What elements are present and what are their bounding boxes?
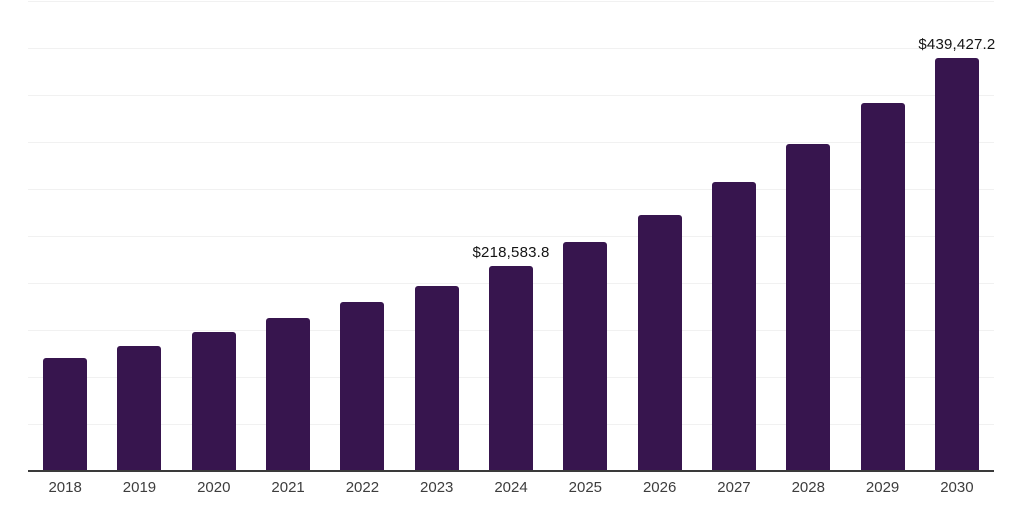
x-tick-2018: 2018 xyxy=(48,479,82,496)
bar-column-2024: $218,583.8 xyxy=(472,1,550,471)
bar-column-2021 xyxy=(251,1,325,471)
gridline xyxy=(28,189,994,190)
bar-2021 xyxy=(266,317,311,471)
bar-2020 xyxy=(191,331,236,471)
bars-row: $218,583.8 $439,427.2 xyxy=(28,1,996,471)
gridline xyxy=(28,95,994,96)
bar-column-2018 xyxy=(28,1,102,471)
x-tick-2020: 2020 xyxy=(197,479,231,496)
bar-2022 xyxy=(340,302,385,471)
bar-2024 xyxy=(489,265,534,471)
x-tick-2025: 2025 xyxy=(568,479,603,496)
x-tick-2019: 2019 xyxy=(122,479,157,496)
bar-column-2026 xyxy=(623,1,697,471)
bar-2018 xyxy=(43,358,88,471)
gridline xyxy=(28,1,994,2)
bar-2029 xyxy=(860,103,905,471)
bar-2019 xyxy=(117,345,162,471)
bar-column-2023 xyxy=(400,1,474,471)
gridline xyxy=(28,48,994,49)
x-tick-2028: 2028 xyxy=(791,479,825,496)
x-axis-tick-labels: 2018 2019 2020 2021 2022 2023 2024 2025 2026 2027… xyxy=(28,479,994,496)
x-tick-2030: 2030 xyxy=(940,479,974,496)
x-tick-2021: 2021 xyxy=(271,479,305,496)
plot-area: $218,583.8 $439,427.2 xyxy=(28,1,996,472)
bar-2023 xyxy=(414,286,459,471)
bar-2026 xyxy=(637,215,682,471)
bar-2025 xyxy=(563,242,608,471)
bar-2027 xyxy=(711,182,756,471)
x-tick-2029: 2029 xyxy=(865,479,900,496)
bar-column-2030: $439,427.2 xyxy=(918,1,996,471)
x-tick-2023: 2023 xyxy=(420,479,454,496)
bar-column-2025 xyxy=(548,1,622,471)
x-axis-line xyxy=(28,470,994,472)
bar-column-2027 xyxy=(697,1,771,471)
data-label-2024: $218,583.8 xyxy=(472,243,550,261)
x-tick-2026: 2026 xyxy=(642,479,677,496)
data-label-2030: $439,427.2 xyxy=(918,35,996,53)
bar-column-2019 xyxy=(102,1,176,471)
bar-column-2029 xyxy=(845,1,919,471)
bar-2030 xyxy=(934,57,979,471)
x-tick-2022: 2022 xyxy=(345,479,380,496)
bar-column-2020 xyxy=(177,1,251,471)
bar-column-2022 xyxy=(325,1,399,471)
gridline xyxy=(28,236,994,237)
x-tick-2024: 2024 xyxy=(494,479,528,496)
bar-2028 xyxy=(786,143,831,471)
bar-column-2028 xyxy=(771,1,845,471)
x-tick-2027: 2027 xyxy=(717,479,751,496)
gridline xyxy=(28,142,994,143)
